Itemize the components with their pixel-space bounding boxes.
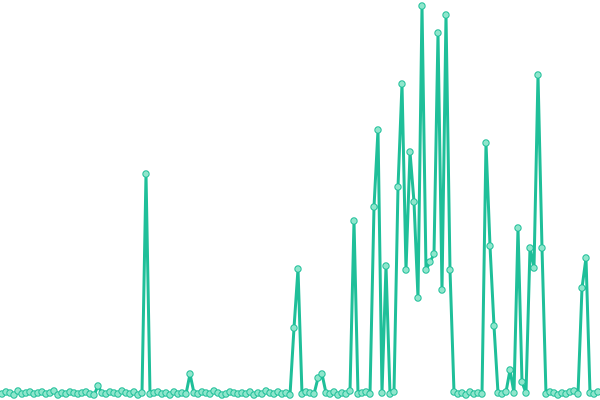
data-point	[594, 388, 600, 396]
data-point	[582, 254, 590, 262]
data-point	[502, 388, 510, 396]
data-point	[402, 266, 410, 274]
data-point	[374, 126, 382, 134]
data-point	[526, 244, 534, 252]
data-point	[506, 366, 514, 374]
data-point	[518, 378, 526, 386]
data-point	[94, 382, 102, 390]
data-point	[438, 286, 446, 294]
data-point	[346, 387, 354, 395]
data-point	[290, 324, 298, 332]
data-point	[350, 217, 358, 225]
data-line	[1, 4, 599, 397]
data-point	[90, 391, 98, 399]
data-point	[378, 389, 386, 397]
data-point	[446, 266, 454, 274]
data-point	[370, 203, 378, 211]
data-point	[406, 148, 414, 156]
data-point	[478, 390, 486, 398]
data-point	[410, 198, 418, 206]
data-point	[486, 242, 494, 250]
data-point	[418, 2, 426, 10]
data-point	[318, 370, 326, 378]
data-point	[182, 390, 190, 398]
data-point	[186, 370, 194, 378]
data-point	[490, 322, 498, 330]
data-point	[294, 265, 302, 273]
data-point	[286, 391, 294, 399]
data-point	[538, 244, 546, 252]
data-point	[510, 389, 518, 397]
data-point	[574, 390, 582, 398]
data-point	[138, 389, 146, 397]
data-point	[310, 390, 318, 398]
data-point	[442, 11, 450, 19]
data-point	[522, 389, 530, 397]
data-point	[382, 262, 390, 270]
data-point	[366, 390, 374, 398]
data-point	[394, 183, 402, 191]
data-point	[578, 284, 586, 292]
data-point	[422, 266, 430, 274]
data-point	[414, 294, 422, 302]
data-point	[434, 29, 442, 37]
data-point	[142, 170, 150, 178]
data-point	[390, 388, 398, 396]
data-point	[534, 71, 542, 79]
data-point	[482, 139, 490, 147]
data-point	[430, 250, 438, 258]
data-point	[530, 264, 538, 272]
data-point	[426, 258, 434, 266]
data-point	[514, 224, 522, 232]
data-point	[398, 80, 406, 88]
